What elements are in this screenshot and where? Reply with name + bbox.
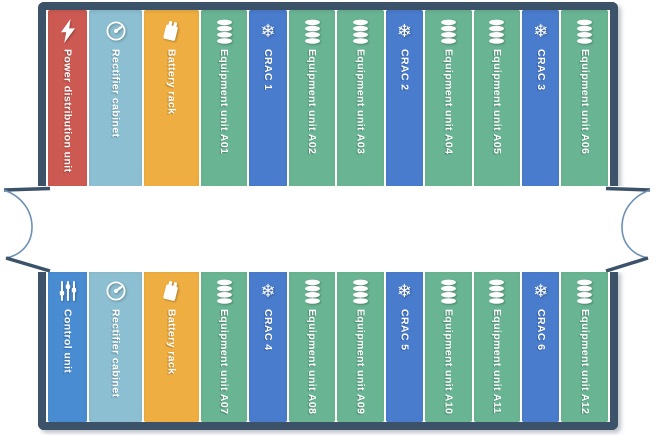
database-icon <box>575 276 594 306</box>
snowflake-icon: ❄ <box>260 281 276 301</box>
unit-rectifier-cabinet: Rectifier cabinet <box>89 270 143 422</box>
unit-equipment-unit-a07: Equipment unit A07 <box>200 270 248 422</box>
break-cut-top-right <box>605 186 651 192</box>
unit-label: Control unit <box>61 309 74 374</box>
bottom-row: Control unit Rectifier cabinet Battery r… <box>46 270 610 422</box>
unit-label: Equipment unit A07 <box>218 309 231 415</box>
break-squiggle-left <box>3 189 33 259</box>
unit-equipment-unit-a11: Equipment unit A11 <box>473 270 521 422</box>
snowflake-icon: ❄ <box>533 281 549 301</box>
unit-label: Battery rack <box>165 49 178 115</box>
unit-label: Power distribution unit <box>61 49 74 173</box>
break-cut-bottom-left <box>5 256 51 272</box>
unit-label: Rectifier cabinet <box>109 49 122 138</box>
database-icon <box>351 276 370 306</box>
unit-control-unit: Control unit <box>48 270 88 422</box>
unit-label: CRAC 5 <box>398 309 411 351</box>
aisle-break-band <box>0 186 656 272</box>
unit-label: Equipment unit A12 <box>578 309 591 415</box>
unit-crac-3: ❄ CRAC 3 <box>522 10 560 187</box>
break-cut-top-left <box>3 186 51 192</box>
unit-equipment-unit-a04: Equipment unit A04 <box>425 10 472 187</box>
unit-label: Equipment unit A08 <box>306 309 318 415</box>
unit-label: CRAC 6 <box>534 309 547 351</box>
database-icon <box>439 276 458 306</box>
unit-label: Equipment unit A06 <box>578 49 591 155</box>
unit-crac-1: ❄ CRAC 1 <box>249 10 287 187</box>
unit-label: Battery rack <box>165 309 178 375</box>
unit-label: Equipment unit A03 <box>354 49 367 155</box>
unit-label: Equipment unit A05 <box>490 49 503 155</box>
snowflake-icon: ❄ <box>533 21 549 41</box>
unit-crac-6: ❄ CRAC 6 <box>522 270 560 422</box>
gauge-icon <box>105 16 127 46</box>
snowflake-icon: ❄ <box>396 21 413 41</box>
unit-battery-rack: Battery rack <box>144 10 199 187</box>
unit-label: Equipment unit A10 <box>442 309 455 415</box>
unit-label: Equipment unit A11 <box>490 309 503 414</box>
break-squiggles <box>3 186 651 272</box>
database-icon <box>575 16 594 46</box>
unit-label: CRAC 2 <box>398 49 411 91</box>
unit-crac-4: ❄ CRAC 4 <box>249 270 287 422</box>
unit-label: CRAC 4 <box>262 309 275 351</box>
battery-icon <box>160 16 182 46</box>
database-icon <box>303 16 322 46</box>
database-icon <box>215 16 234 46</box>
unit-equipment-unit-a01: Equipment unit A01 <box>200 10 248 187</box>
unit-rectifier-cabinet: Rectifier cabinet <box>89 10 143 187</box>
unit-label: Equipment unit A02 <box>306 49 318 155</box>
unit-equipment-unit-a08: Equipment unit A08 <box>288 270 336 422</box>
unit-equipment-unit-a05: Equipment unit A05 <box>473 10 521 187</box>
bottom-row-frame: Control unit Rectifier cabinet Battery r… <box>38 270 618 430</box>
snowflake-icon: ❄ <box>260 21 276 41</box>
database-icon <box>303 276 322 306</box>
database-icon <box>487 276 506 306</box>
database-icon <box>439 16 458 46</box>
sliders-icon <box>58 276 78 306</box>
snowflake-icon: ❄ <box>396 281 413 301</box>
unit-equipment-unit-a10: Equipment unit A10 <box>425 270 472 422</box>
database-icon <box>215 276 234 306</box>
unit-equipment-unit-a02: Equipment unit A02 <box>288 10 336 187</box>
battery-icon <box>160 276 182 306</box>
unit-battery-rack: Battery rack <box>144 270 199 422</box>
gauge-icon <box>105 276 127 306</box>
unit-equipment-unit-a03: Equipment unit A03 <box>337 10 384 187</box>
database-icon <box>487 16 506 46</box>
unit-label: Rectifier cabinet <box>109 309 122 398</box>
unit-equipment-unit-a09: Equipment unit A09 <box>337 270 384 422</box>
unit-power-distribution-unit: Power distribution unit <box>48 10 88 187</box>
top-row-frame: Power distribution unit Rectifier cabine… <box>38 2 618 187</box>
unit-crac-2: ❄ CRAC 2 <box>385 10 424 187</box>
unit-label: Equipment unit A01 <box>218 49 231 155</box>
unit-label: Equipment unit A04 <box>442 49 455 155</box>
unit-label: CRAC 1 <box>262 49 275 91</box>
break-squiggle-right <box>621 189 651 259</box>
unit-equipment-unit-a06: Equipment unit A06 <box>561 10 609 187</box>
unit-label: CRAC 3 <box>534 49 547 91</box>
break-cut-bottom-right <box>605 256 649 272</box>
unit-label: Equipment unit A09 <box>354 309 367 415</box>
top-row: Power distribution unit Rectifier cabine… <box>46 10 610 187</box>
unit-equipment-unit-a12: Equipment unit A12 <box>561 270 609 422</box>
unit-crac-5: ❄ CRAC 5 <box>385 270 424 422</box>
database-icon <box>351 16 370 46</box>
lightning-icon <box>60 16 76 46</box>
